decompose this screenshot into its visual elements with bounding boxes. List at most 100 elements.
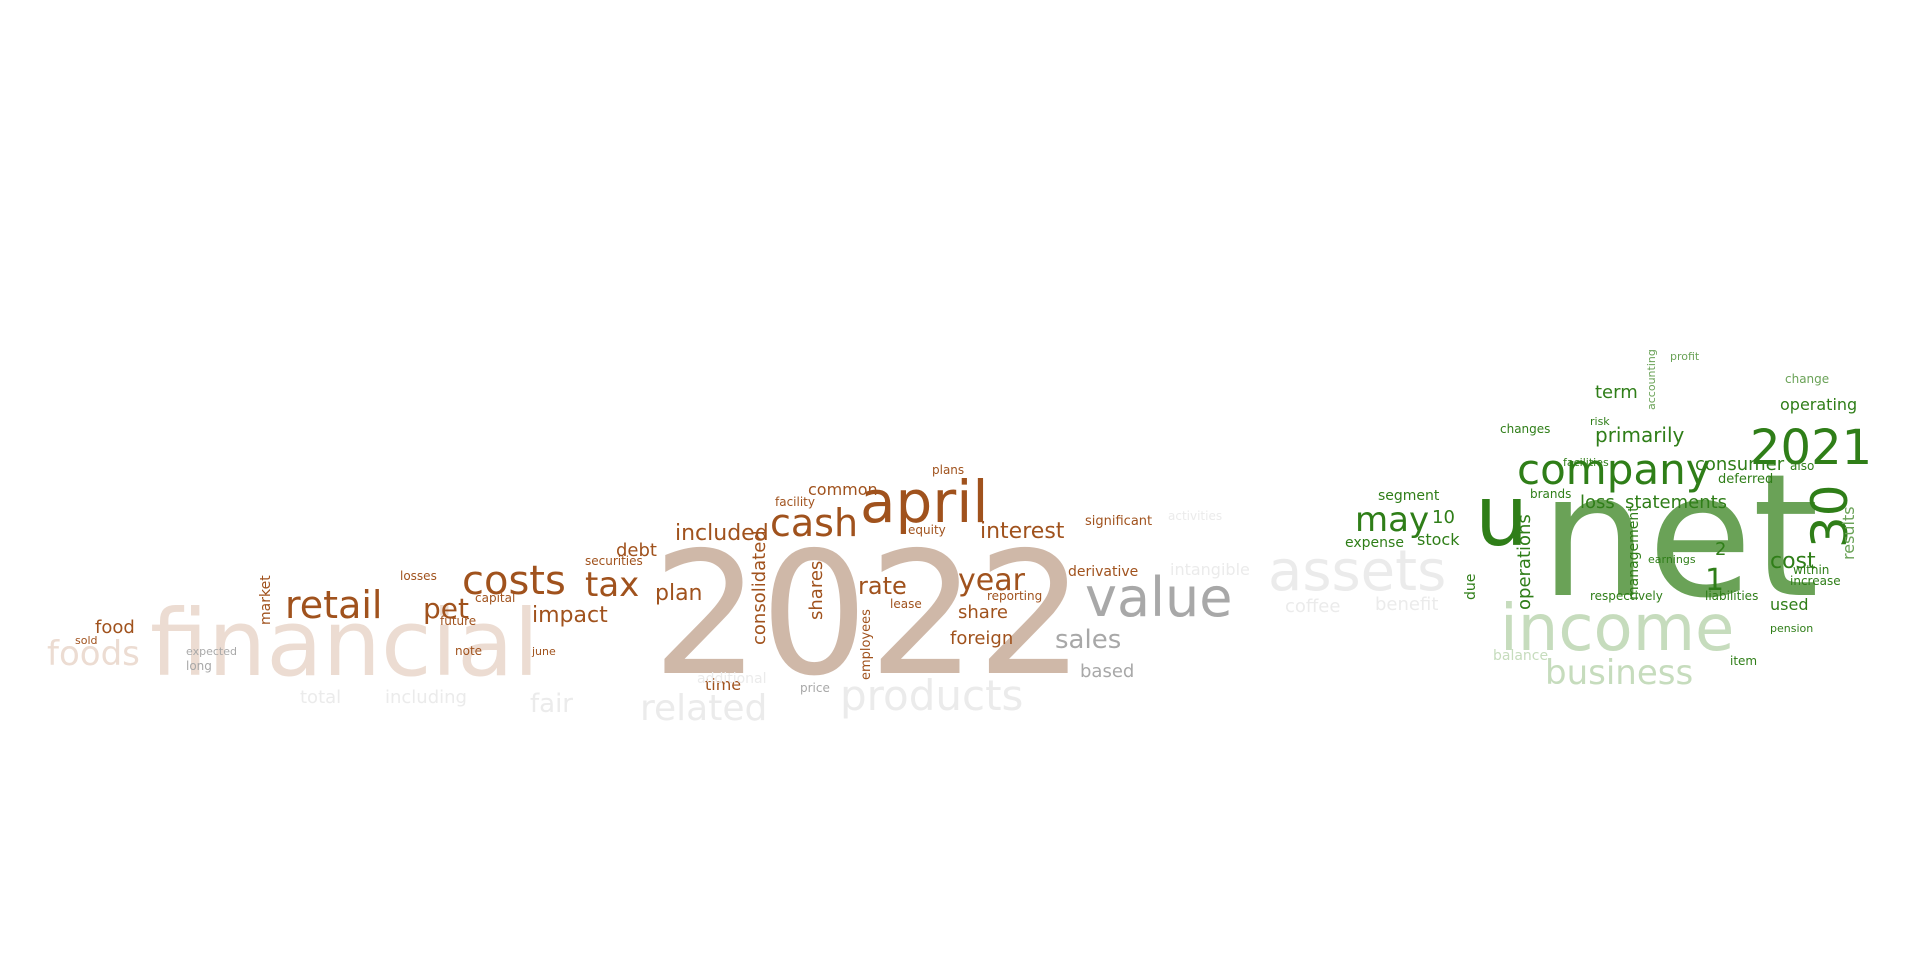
word-market: market [258,575,274,625]
word-sold: sold [75,634,98,647]
word-capital: capital [475,591,515,605]
word-costs: costs [462,558,566,604]
word-price: price [800,681,830,695]
word-facilities: facilities [1563,456,1609,469]
word-operations: operations [1514,514,1535,610]
word-rate: rate [858,572,907,600]
word-employees: employees [859,609,874,680]
word-changes: changes [1500,422,1550,436]
word-primarily: primarily [1595,423,1685,447]
word-sales: sales [1055,625,1121,655]
word-total: total [300,687,341,708]
word-income: income [1500,592,1734,666]
word-statements: statements [1625,492,1727,513]
word-segment: segment [1378,488,1440,504]
word-10: 10 [1432,507,1455,528]
word-common: common [808,480,878,499]
word-operating: operating [1780,395,1857,414]
word-year: year [958,563,1026,598]
word-tax: tax [585,565,639,605]
word-facility: facility [775,495,815,509]
word-food: food [95,617,135,638]
word-impact: impact [532,603,608,628]
word-2021: 2021 [1750,420,1872,476]
word-cost: cost [1770,549,1816,574]
word-activities: activities [1168,509,1222,523]
word-change: change [1785,372,1829,386]
word-derivative: derivative [1068,564,1138,580]
word-related: related [640,688,767,729]
word-including: including [385,687,467,708]
word-u: u [1475,467,1528,565]
word-pension: pension [1770,622,1813,635]
word-2: 2 [1715,539,1726,560]
word-also: also [1790,459,1814,473]
word-reporting: reporting [987,589,1042,603]
word-coffee: coffee [1285,596,1340,617]
word-within: within [1793,563,1829,577]
word-based: based [1080,661,1134,682]
word-risk: risk [1590,415,1610,428]
word-significant: significant [1085,514,1152,529]
word-benefit: benefit [1375,594,1438,615]
word-increase: increase [1790,574,1841,588]
word-may: may [1355,500,1429,540]
word-assets: assets [1268,539,1446,604]
word-debt: debt [616,540,657,561]
word-earnings: earnings [1648,553,1696,566]
word-foreign: foreign [950,628,1013,649]
word-30: 30 [1801,484,1859,548]
word-securities: securities [585,554,643,568]
word-interest: interest [980,519,1065,544]
word-deferred: deferred [1718,472,1773,487]
word-value: value [1085,566,1233,629]
word-retail: retail [285,583,382,627]
word-respectively: respectively [1590,589,1663,603]
word-losses: losses [400,569,437,583]
word-accounting: accounting [1645,349,1658,410]
word-profit: profit [1670,350,1700,363]
word-april: april [860,468,988,536]
word-intangible: intangible [1170,560,1250,579]
word-business: business [1545,653,1693,693]
word-consumer: consumer [1695,454,1785,475]
word-additional: additional [697,671,767,687]
word-products: products [840,671,1023,720]
word-june: june [531,645,556,658]
word-long: long [186,659,212,673]
word-note: note [455,644,482,658]
word-loss: loss [1580,492,1615,513]
word-pet: pet [423,592,469,625]
word-share: share [958,602,1008,623]
word-company: company [1517,445,1711,494]
word-results: results [1839,506,1858,560]
word-balance: balance [1493,648,1548,664]
word-expected: expected [186,645,237,658]
word-lease: lease [890,597,922,611]
word-foods: foods [47,634,140,674]
word-2022: 2022 [652,516,1085,714]
word-expense: expense [1345,535,1404,551]
word-cash: cash [770,501,858,545]
word-stock: stock [1417,530,1460,549]
word-equity: equity [908,523,946,537]
word-net: net [1540,438,1819,636]
word-consolidated: consolidated [749,530,770,645]
word-financial: financial [150,590,539,697]
word-brands: brands [1530,487,1571,501]
word-plan: plan [655,581,703,606]
word-item: item [1730,654,1757,668]
word-time: time [705,675,741,694]
word-term: term [1595,382,1638,403]
word-used: used [1770,595,1808,614]
word-plans: plans [932,463,964,477]
word-fair: fair [530,689,573,719]
word-shares: shares [806,561,827,620]
word-management: management [1626,506,1642,600]
word-included: included [675,521,769,546]
word-future: future [440,614,476,628]
word-liabilities: liabilities [1705,589,1758,603]
word-1: 1 [1705,563,1724,598]
word-due: due [1463,574,1479,600]
